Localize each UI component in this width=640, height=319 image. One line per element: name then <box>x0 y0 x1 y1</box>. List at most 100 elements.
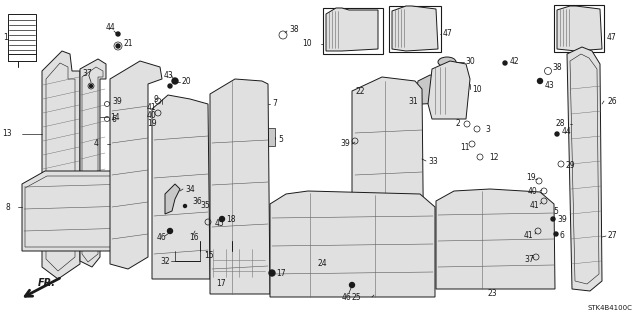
Text: 33: 33 <box>428 157 438 166</box>
Text: 30: 30 <box>465 56 475 65</box>
Text: 14: 14 <box>110 113 120 122</box>
Text: 9: 9 <box>154 94 159 103</box>
Text: 34: 34 <box>185 184 195 194</box>
Text: 37: 37 <box>524 255 534 263</box>
Bar <box>213 249 265 277</box>
Text: 7: 7 <box>272 100 277 108</box>
Circle shape <box>538 78 543 84</box>
Text: 27: 27 <box>608 232 618 241</box>
Text: 43: 43 <box>164 70 173 79</box>
Polygon shape <box>436 189 555 289</box>
Polygon shape <box>110 61 162 269</box>
Text: 42: 42 <box>510 56 520 65</box>
Text: 15: 15 <box>204 250 214 259</box>
Circle shape <box>172 78 178 84</box>
Text: 39: 39 <box>112 98 122 107</box>
Text: 44: 44 <box>562 127 572 136</box>
Text: 25: 25 <box>352 293 362 301</box>
Bar <box>162 106 180 122</box>
Polygon shape <box>165 184 180 214</box>
Text: 21: 21 <box>123 39 132 48</box>
Text: 46: 46 <box>342 293 352 301</box>
Polygon shape <box>80 59 106 267</box>
Circle shape <box>220 217 225 221</box>
Bar <box>263 128 275 146</box>
Text: 43: 43 <box>545 80 555 90</box>
Text: 40: 40 <box>147 110 157 120</box>
Bar <box>540 205 550 219</box>
Text: 1: 1 <box>3 33 8 42</box>
Bar <box>390 127 418 161</box>
Text: 20: 20 <box>182 78 191 86</box>
Circle shape <box>269 270 275 276</box>
Text: 19: 19 <box>526 173 536 182</box>
Text: 3: 3 <box>485 124 490 133</box>
Text: STK4B4100C: STK4B4100C <box>587 305 632 311</box>
Polygon shape <box>392 6 438 51</box>
Text: 16: 16 <box>189 233 198 241</box>
Circle shape <box>503 61 507 65</box>
Text: 47: 47 <box>443 29 452 39</box>
Bar <box>554 5 604 52</box>
Text: 31: 31 <box>408 97 418 106</box>
Polygon shape <box>428 61 470 119</box>
Polygon shape <box>270 191 435 297</box>
Text: FR.: FR. <box>38 278 56 288</box>
Circle shape <box>349 283 355 287</box>
Circle shape <box>168 228 173 234</box>
Bar <box>8 14 36 54</box>
Text: 35: 35 <box>200 202 210 211</box>
Text: 37: 37 <box>82 70 92 78</box>
Circle shape <box>116 44 120 48</box>
Text: 5: 5 <box>553 206 558 216</box>
Circle shape <box>116 32 120 36</box>
Polygon shape <box>22 171 132 251</box>
Text: 44: 44 <box>106 24 116 33</box>
Text: 11: 11 <box>460 143 470 152</box>
Text: 39: 39 <box>557 214 567 224</box>
Text: 10: 10 <box>302 40 312 48</box>
Text: 45: 45 <box>215 219 225 228</box>
Text: 23: 23 <box>488 290 498 299</box>
Bar <box>389 6 441 52</box>
Text: 38: 38 <box>552 63 562 71</box>
Circle shape <box>90 85 93 87</box>
Bar <box>160 104 182 124</box>
Polygon shape <box>42 51 80 279</box>
Text: 41: 41 <box>530 201 540 210</box>
Polygon shape <box>416 75 446 104</box>
Text: 13: 13 <box>2 130 12 138</box>
Circle shape <box>551 217 555 221</box>
Circle shape <box>168 84 172 88</box>
Text: 38: 38 <box>289 25 299 33</box>
Circle shape <box>555 132 559 136</box>
Circle shape <box>184 204 186 207</box>
Polygon shape <box>567 47 602 291</box>
Text: 22: 22 <box>355 86 365 95</box>
Polygon shape <box>152 95 210 279</box>
Bar <box>200 236 232 251</box>
Text: 12: 12 <box>489 153 499 162</box>
Text: 24: 24 <box>317 259 326 269</box>
Polygon shape <box>352 77 424 281</box>
Circle shape <box>554 232 558 236</box>
Text: 18: 18 <box>226 214 236 224</box>
Text: 41: 41 <box>147 102 157 112</box>
Polygon shape <box>326 8 378 51</box>
Text: 17: 17 <box>276 270 285 278</box>
Text: 29: 29 <box>566 161 575 170</box>
Text: 17: 17 <box>216 279 226 288</box>
Text: 32: 32 <box>160 256 170 265</box>
Text: 47: 47 <box>607 33 617 41</box>
Text: 19: 19 <box>147 118 157 128</box>
Text: 10: 10 <box>472 85 482 93</box>
Text: 6: 6 <box>560 232 565 241</box>
Text: 40: 40 <box>528 187 538 196</box>
Text: 2: 2 <box>456 120 461 129</box>
Text: 4: 4 <box>94 139 99 149</box>
Text: 39: 39 <box>340 139 349 149</box>
Ellipse shape <box>438 57 456 67</box>
Text: 36: 36 <box>192 197 202 205</box>
Text: 6: 6 <box>112 115 117 124</box>
Text: 41: 41 <box>524 231 534 240</box>
